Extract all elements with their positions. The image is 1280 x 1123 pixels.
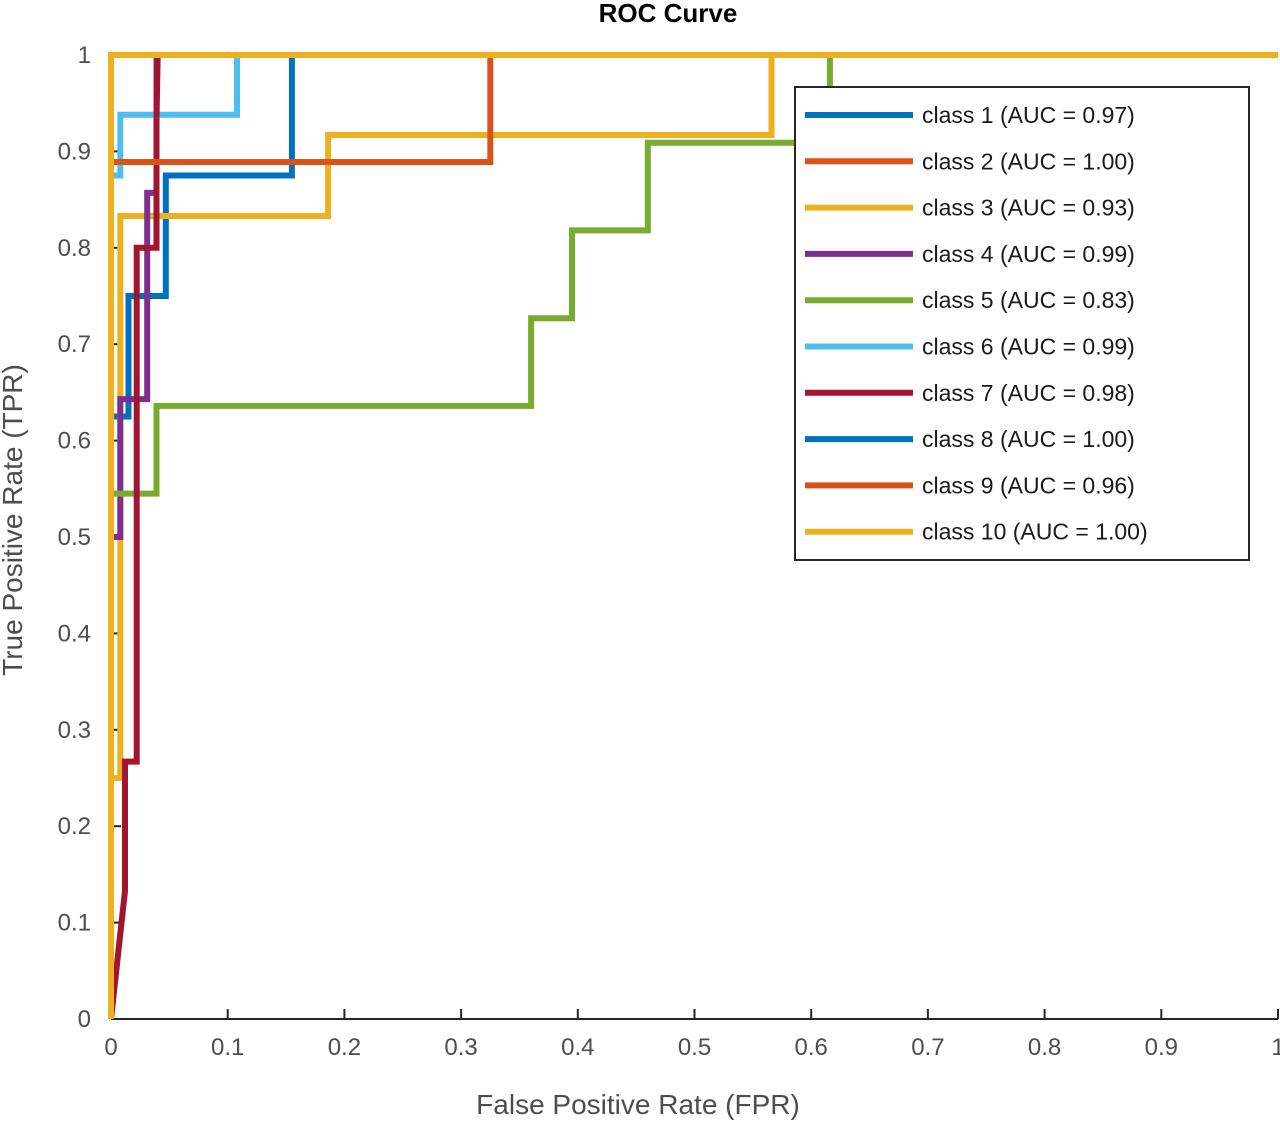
y-tick-label: 0.1 <box>58 910 91 937</box>
series-line-class-7 <box>108 52 1278 1020</box>
x-tick-label: 0.7 <box>911 1034 944 1061</box>
y-axis-label: True Positive Rate (TPR) <box>0 364 28 676</box>
x-tick-label: 0.6 <box>795 1034 828 1061</box>
legend-label-class-10: class 10 (AUC = 1.00) <box>922 519 1148 545</box>
y-tick-label: 0 <box>78 1006 91 1033</box>
legend-label-class-5: class 5 (AUC = 0.83) <box>922 287 1135 313</box>
x-tick-label: 0 <box>104 1034 117 1061</box>
x-tick-label: 0.3 <box>444 1034 477 1061</box>
x-tick-label: 0.4 <box>561 1034 594 1061</box>
y-tick-label: 1 <box>78 42 91 69</box>
legend-label-class-8: class 8 (AUC = 1.00) <box>922 426 1135 452</box>
legend-label-class-4: class 4 (AUC = 0.99) <box>922 241 1135 267</box>
y-tick-label: 0.8 <box>58 235 91 262</box>
series-line-class-1 <box>108 52 1278 1019</box>
x-tick-label: 0.1 <box>211 1034 244 1061</box>
x-tick-label: 0.9 <box>1145 1034 1178 1061</box>
x-tick-label: 1 <box>1271 1034 1280 1061</box>
y-tick-label: 0.9 <box>58 138 91 165</box>
chart-title: ROC Curve <box>599 0 738 28</box>
legend-label-class-6: class 6 (AUC = 0.99) <box>922 334 1135 360</box>
x-tick-label: 0.2 <box>328 1034 361 1061</box>
series-line-class-3 <box>108 52 1278 1019</box>
x-tick-label: 0.5 <box>678 1034 711 1061</box>
plot-area: 0 0.1 0.2 0.3 0.4 0.5 0.6 0.7 0.8 0.9 1 0 0.1 0.2 0.3 0… <box>58 42 1280 1061</box>
legend-label-class-1: class 1 (AUC = 0.97) <box>922 102 1135 128</box>
y-tick-label: 0.5 <box>58 524 91 551</box>
legend-label-class-9: class 9 (AUC = 0.96) <box>922 472 1135 498</box>
y-tick-label: 0.4 <box>58 620 91 647</box>
series-line-class-10 <box>108 52 1278 1019</box>
y-tick-label: 0.3 <box>58 717 91 744</box>
legend-box <box>794 86 1250 561</box>
legend: class 1 (AUC = 0.97) class 2 (AUC = 1.00)… <box>794 86 1250 561</box>
x-tick-label: 0.8 <box>1028 1034 1061 1061</box>
legend-label-class-3: class 3 (AUC = 0.93) <box>922 195 1135 221</box>
y-tick-label: 0.2 <box>58 813 91 840</box>
legend-label-class-7: class 7 (AUC = 0.98) <box>922 380 1135 406</box>
y-tick-label: 0.7 <box>58 331 91 358</box>
x-axis-label: False Positive Rate (FPR) <box>476 1089 800 1120</box>
legend-label-class-2: class 2 (AUC = 1.00) <box>922 148 1135 174</box>
y-tick-label: 0.6 <box>58 428 91 455</box>
